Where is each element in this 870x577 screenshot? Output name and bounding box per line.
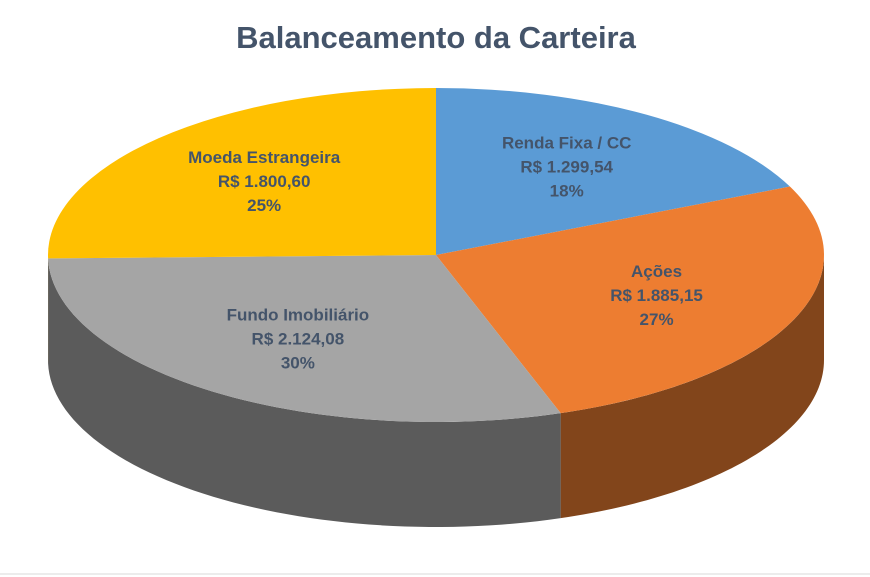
slice [436, 88, 790, 255]
slice-category-label: Ações [631, 262, 682, 281]
slice-percent-label: 25% [247, 196, 281, 215]
slice-side [560, 255, 824, 519]
slice [48, 88, 437, 259]
chart-title: Balanceamento da Carteira [236, 20, 636, 55]
slice-category-label: Renda Fixa / CC [502, 134, 631, 153]
slice-percent-label: 30% [281, 353, 315, 372]
slice [436, 186, 824, 414]
slice-category-label: Fundo Imobiliário [227, 305, 370, 324]
slice-percent-label: 18% [550, 182, 584, 201]
slice-value-label: R$ 1.299,54 [520, 158, 613, 177]
slice-value-label: R$ 1.800,60 [218, 172, 311, 191]
pie: Renda Fixa / CC R$ 1.299,54 18% Ações R$ 1.8… [48, 88, 824, 527]
slice-percent-label: 27% [640, 310, 674, 329]
slice-side [48, 258, 561, 527]
slice [48, 255, 561, 422]
slice-value-label: R$ 2.124,08 [252, 329, 345, 348]
slice-category-label: Moeda Estrangeira [188, 148, 341, 167]
slice-value-label: R$ 1.885,15 [610, 286, 703, 305]
